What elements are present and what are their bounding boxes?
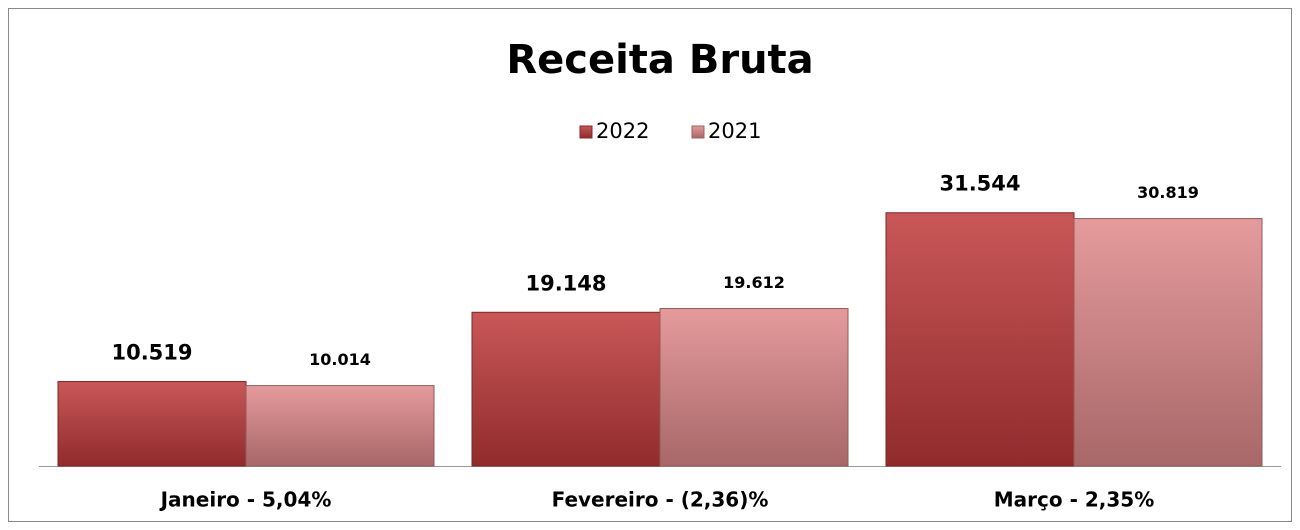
legend-label: 2021 (708, 119, 761, 143)
bar (885, 212, 1075, 467)
bar (57, 381, 247, 467)
data-label: 10.519 (111, 341, 192, 365)
x-tick-label: Janeiro - 5,04% (159, 488, 332, 512)
data-label: 19.612 (723, 273, 785, 292)
data-label: 19.148 (525, 271, 606, 295)
x-tick-label: Fevereiro - (2,36)% (552, 488, 769, 512)
x-tick-label: Março - 2,35% (994, 488, 1154, 512)
legend-label: 2022 (596, 119, 649, 143)
bar (1073, 218, 1263, 467)
bar (471, 311, 661, 467)
legend-swatch (579, 125, 593, 139)
data-label: 31.544 (939, 172, 1020, 196)
bar (245, 385, 435, 467)
chart-title: Receita Bruta (506, 37, 813, 83)
bar (659, 308, 849, 467)
legend-swatch (691, 125, 705, 139)
data-label: 10.014 (309, 350, 371, 369)
data-label: 30.819 (1137, 183, 1199, 202)
